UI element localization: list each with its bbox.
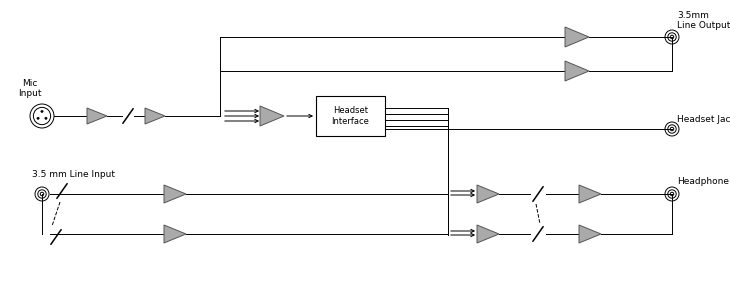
Polygon shape [164,185,186,203]
Polygon shape [565,61,589,81]
Polygon shape [579,185,601,203]
Polygon shape [145,108,165,124]
Text: Headphone: Headphone [677,177,729,186]
Polygon shape [477,225,499,243]
Polygon shape [164,225,186,243]
Text: Headset Jack: Headset Jack [677,115,730,124]
Bar [316,96,385,136]
Polygon shape [260,106,284,126]
Text: Mic
Input: Mic Input [18,79,42,98]
Text: 3.5mm
Line Output: 3.5mm Line Output [677,11,730,30]
Circle shape [41,110,43,113]
Circle shape [45,117,47,119]
Polygon shape [477,185,499,203]
Circle shape [36,117,39,119]
Text: Headset
Interface: Headset Interface [331,106,369,126]
Polygon shape [565,27,589,47]
Polygon shape [87,108,107,124]
Polygon shape [579,225,601,243]
Text: 3.5 mm Line Input: 3.5 mm Line Input [32,170,115,179]
